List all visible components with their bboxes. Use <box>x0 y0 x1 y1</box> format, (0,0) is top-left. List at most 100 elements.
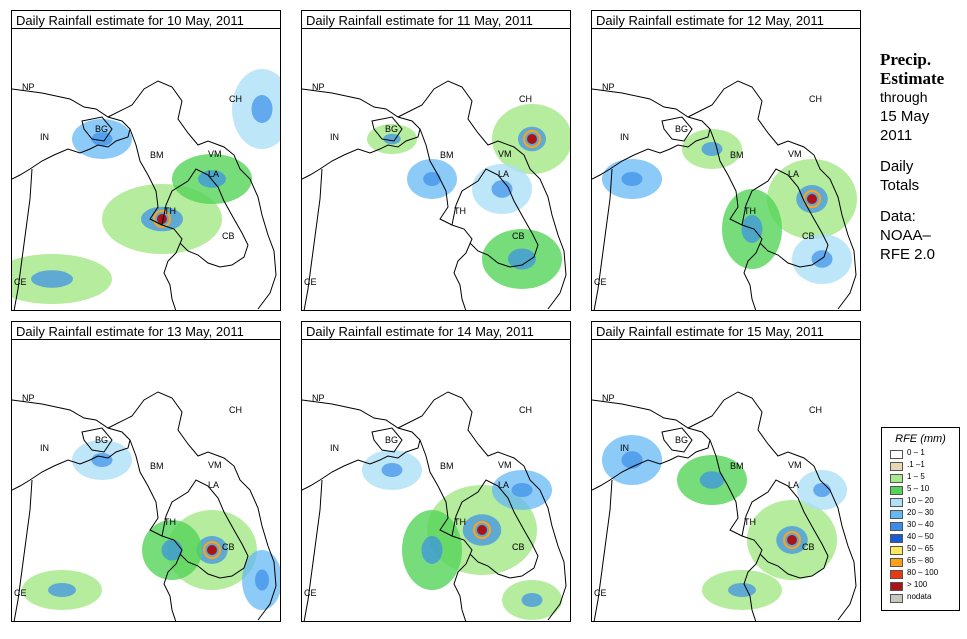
country-label: LA <box>498 169 509 179</box>
legend-swatch <box>890 570 903 579</box>
border-line <box>593 479 613 621</box>
caption-heading-1: Precip. <box>880 50 932 69</box>
map-svg: NP CH BG IN BM VM LA TH CB CE <box>302 80 570 310</box>
country-label: TH <box>744 206 756 216</box>
country-label: BM <box>150 461 164 471</box>
legend-swatch <box>890 510 903 519</box>
country-label: NP <box>312 82 325 92</box>
country-label: CE <box>14 277 27 287</box>
country-label: BM <box>730 150 744 160</box>
map-area: NP CH BG IN BM VM LA TH CB CE <box>301 29 571 311</box>
border-line <box>709 439 763 621</box>
rain-peak-ring <box>523 130 541 148</box>
rain-core <box>383 133 401 145</box>
caption-heading-2: Estimate <box>880 69 945 88</box>
country-label: TH <box>164 517 176 527</box>
rain-core <box>198 170 226 188</box>
rain-core <box>813 483 831 497</box>
legend-swatch <box>890 534 903 543</box>
legend-label: 0 – 1 <box>907 448 925 457</box>
border-line <box>303 168 323 310</box>
legend-swatch <box>890 522 903 531</box>
rain-peak-ring <box>803 190 821 208</box>
country-label: IN <box>40 132 49 142</box>
map-svg: NP CH BG IN BM VM LA TH CB CE <box>592 80 857 310</box>
legend-label: 40 – 50 <box>907 532 934 541</box>
border-line <box>451 479 539 579</box>
caption-product: RFE 2.0 <box>880 246 936 263</box>
rain-core <box>48 583 76 597</box>
country-label: CH <box>519 405 532 415</box>
border-line <box>161 479 249 579</box>
country-label: BM <box>150 150 164 160</box>
rain-core <box>423 172 441 186</box>
rain-core <box>811 250 833 268</box>
map-area: NP CH BG IN BM VM LA TH CB CE <box>591 340 861 622</box>
country-label: CH <box>809 405 822 415</box>
border-line <box>397 80 567 310</box>
caption-through: through <box>880 89 928 105</box>
rain-peak <box>207 545 217 555</box>
border-line <box>12 88 131 180</box>
country-label: BM <box>440 150 454 160</box>
country-label: NP <box>602 82 615 92</box>
caption-data: Data: <box>880 208 916 225</box>
border-line <box>687 391 857 621</box>
rainfall-map-panel: Daily Rainfall estimate for 13 May, 2011… <box>11 321 281 622</box>
country-label: BG <box>385 124 398 134</box>
map-svg: NP CH BG IN BM VM LA TH CB CE <box>12 391 280 621</box>
rain-peak-ring <box>783 531 801 549</box>
legend-swatch <box>890 474 903 483</box>
caption-year: 2011 <box>880 127 913 144</box>
panel-title: Daily Rainfall estimate for 10 May, 2011 <box>11 10 281 29</box>
rain-peak <box>807 194 817 204</box>
country-label: BG <box>385 435 398 445</box>
rain-peak-ring <box>473 521 491 539</box>
rain-core <box>255 569 269 591</box>
country-label: LA <box>208 169 219 179</box>
border-line <box>371 427 403 453</box>
country-label: LA <box>498 480 509 490</box>
border-line <box>81 427 113 453</box>
country-label: CH <box>229 405 242 415</box>
country-label: VM <box>788 149 802 159</box>
border-line <box>107 80 277 310</box>
border-line <box>161 168 249 268</box>
country-label: CE <box>14 588 27 598</box>
legend-label: 80 – 100 <box>907 568 939 577</box>
country-label: CB <box>222 542 235 552</box>
legend-label: 50 – 65 <box>907 544 934 553</box>
country-label: BG <box>675 435 688 445</box>
border-line <box>12 399 131 491</box>
country-label: IN <box>330 443 339 453</box>
country-label: TH <box>454 517 466 527</box>
legend-label: 65 – 80 <box>907 556 934 565</box>
panel-title: Daily Rainfall estimate for 11 May, 2011 <box>301 10 571 29</box>
country-label: CB <box>802 231 815 241</box>
country-label: CH <box>519 94 532 104</box>
rainfall-map-panel: Daily Rainfall estimate for 15 May, 2011… <box>591 321 861 622</box>
country-label: VM <box>208 149 222 159</box>
border-line <box>593 168 613 310</box>
country-label: VM <box>208 460 222 470</box>
border-line <box>451 168 539 268</box>
country-label: CE <box>304 277 317 287</box>
legend-label: 30 – 40 <box>907 520 934 529</box>
country-label: TH <box>454 206 466 216</box>
rain-core <box>701 142 723 156</box>
rain-peak-ring <box>203 541 221 559</box>
panel-title: Daily Rainfall estimate for 15 May, 2011 <box>591 321 861 340</box>
country-label: BM <box>440 461 454 471</box>
border-line <box>129 439 183 621</box>
map-svg: NP CH BG IN BM VM LA TH CB CE <box>302 391 567 621</box>
country-label: IN <box>40 443 49 453</box>
map-area: NP CH BG IN BM VM LA TH CB CE <box>11 340 281 622</box>
rain-peak-ring <box>153 210 171 228</box>
rainfall-legend: RFE (mm) 0 – 1 .1 –1 1 – 5 5 – 10 10 – 20 20 … <box>881 427 960 611</box>
legend-label: .1 –1 <box>907 460 925 469</box>
rain-core <box>728 583 756 597</box>
rain-peak <box>527 134 537 144</box>
border-line <box>687 80 857 310</box>
country-label: CE <box>304 588 317 598</box>
border-line <box>419 439 473 621</box>
